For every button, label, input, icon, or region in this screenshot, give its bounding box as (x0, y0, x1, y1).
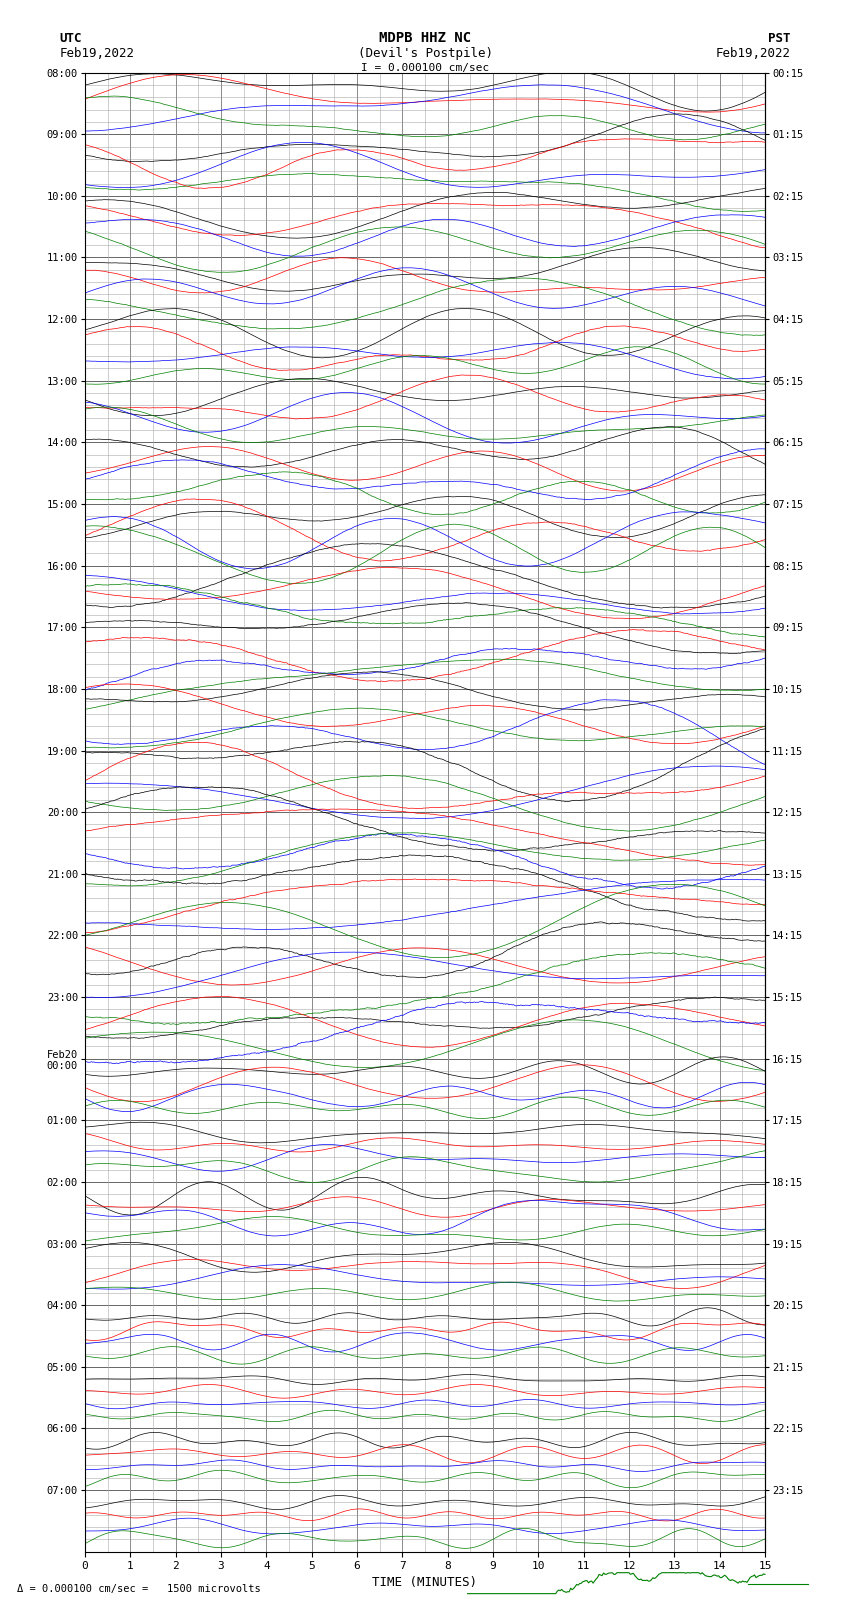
Text: Feb19,2022: Feb19,2022 (716, 47, 790, 60)
Text: PST: PST (768, 32, 790, 45)
Text: MDPB HHZ NC: MDPB HHZ NC (379, 31, 471, 45)
Text: (Devil's Postpile): (Devil's Postpile) (358, 47, 492, 60)
Text: Δ = 0.000100 cm/sec =   1500 microvolts: Δ = 0.000100 cm/sec = 1500 microvolts (17, 1584, 261, 1594)
Text: I = 0.000100 cm/sec: I = 0.000100 cm/sec (361, 63, 489, 73)
Text: UTC: UTC (60, 32, 82, 45)
Text: Feb19,2022: Feb19,2022 (60, 47, 134, 60)
X-axis label: TIME (MINUTES): TIME (MINUTES) (372, 1576, 478, 1589)
